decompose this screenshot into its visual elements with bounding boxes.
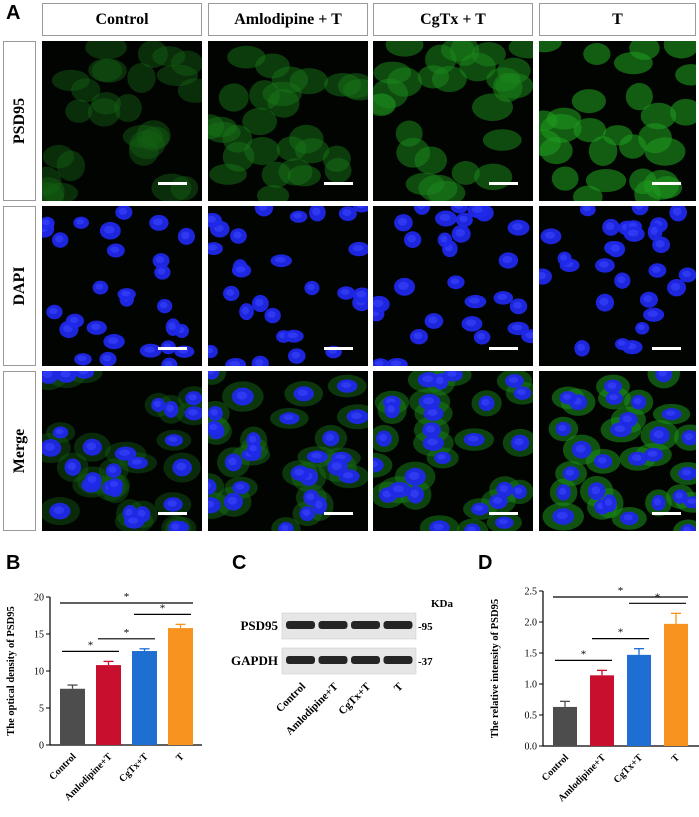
y-tick-label: 0.5 [525,711,538,722]
scale-bar [158,512,187,515]
significance-star: * [124,591,130,603]
band-label: PSD95 [240,618,278,633]
micrograph-merge-cgtx [373,371,533,531]
column-header-cgtx: CgTx + T [373,3,533,36]
x-tick-label: CgTx+T [612,752,646,786]
blot-band [286,656,315,664]
band-size: -95 [418,621,433,633]
scale-bar [324,347,353,350]
scale-bar [158,347,187,350]
significance-star: * [124,627,130,639]
significance-star: * [618,585,624,597]
bar [132,651,157,745]
bar [168,628,193,745]
scale-bar [324,182,353,185]
y-tick-label: 0 [39,741,44,752]
row-header-psd95: PSD95 [3,41,36,201]
bar [60,688,85,745]
row-header-merge: Merge [3,371,36,531]
scale-bar [489,182,518,185]
bar [590,675,614,746]
panel-b-letter: B [6,552,21,574]
significance-star: * [160,602,166,614]
scale-bar [158,182,187,185]
x-tick-label: T [670,752,683,765]
scale-bar [324,512,353,515]
x-tick-label: Control [47,751,78,782]
bar [664,623,688,746]
y-tick-label: 2.5 [525,587,538,598]
y-tick-label: 10 [34,667,44,678]
column-header-t: T [539,3,696,36]
y-tick-label: 1.5 [525,649,538,660]
y-tick-label: 5 [39,704,44,715]
blot-band [351,656,380,664]
y-tick-label: 0.0 [525,742,538,753]
micrograph-dapi-amlodipine [208,206,368,366]
lane-label: CgTx+T [336,680,373,717]
band-label: GAPDH [231,653,278,668]
blot-band [383,621,413,629]
micrograph-dapi-t [539,206,696,366]
scale-bar [652,512,681,515]
blot-band [383,656,413,664]
panel-d-letter: D [478,552,493,574]
x-tick-label: T [174,751,187,764]
micrograph-psd95-cgtx [373,41,533,201]
band-size: -37 [418,656,433,668]
panel-a-letter: A [6,2,21,24]
bar [96,665,121,745]
bar [553,706,577,746]
panel-b-bar-chart: 0 5 10 15 20 The optical density of PSD95 Cont… [6,591,202,803]
y-tick-label: 20 [34,593,44,604]
panel-d-bar-chart: 0.0 0.5 1.0 1.5 2.0 2.5 The relative intensity… [490,585,699,804]
scale-bar [652,182,681,185]
micrograph-psd95-control [42,41,202,201]
blot-band [318,621,348,629]
blot-band [286,621,315,629]
x-tick-label: CgTx+T [117,751,151,785]
column-header-amlodipine: Amlodipine + T [208,3,368,36]
y-tick-label: 15 [34,630,44,641]
scale-bar [652,347,681,350]
lane-label: T [392,680,406,694]
bar [627,654,651,746]
blot-band [318,656,348,664]
micrograph-psd95-t [539,41,696,201]
column-header-control: Control [42,3,202,36]
y-tick-label: 1.0 [525,680,538,691]
panel-c-letter: C [232,552,247,574]
blot-band [351,621,380,629]
significance-star: * [88,639,94,651]
significance-star: * [581,648,587,660]
y-tick-label: 2.0 [525,618,538,629]
kda-label: KDa [431,598,454,610]
micrograph-dapi-control [42,206,202,366]
y-axis-label: The optical density of PSD95 [6,606,17,736]
x-tick-label: Control [540,752,571,783]
micrograph-merge-amlodipine [208,371,368,531]
micrograph-psd95-amlodipine [208,41,368,201]
scale-bar [489,512,518,515]
significance-star: * [618,627,624,639]
y-axis-label: The relative intensity of PSD95 [490,599,501,738]
micrograph-dapi-cgtx [373,206,533,366]
scale-bar [489,347,518,350]
micrograph-merge-control [42,371,202,531]
micrograph-merge-t [539,371,696,531]
row-header-dapi: DAPI [3,206,36,366]
